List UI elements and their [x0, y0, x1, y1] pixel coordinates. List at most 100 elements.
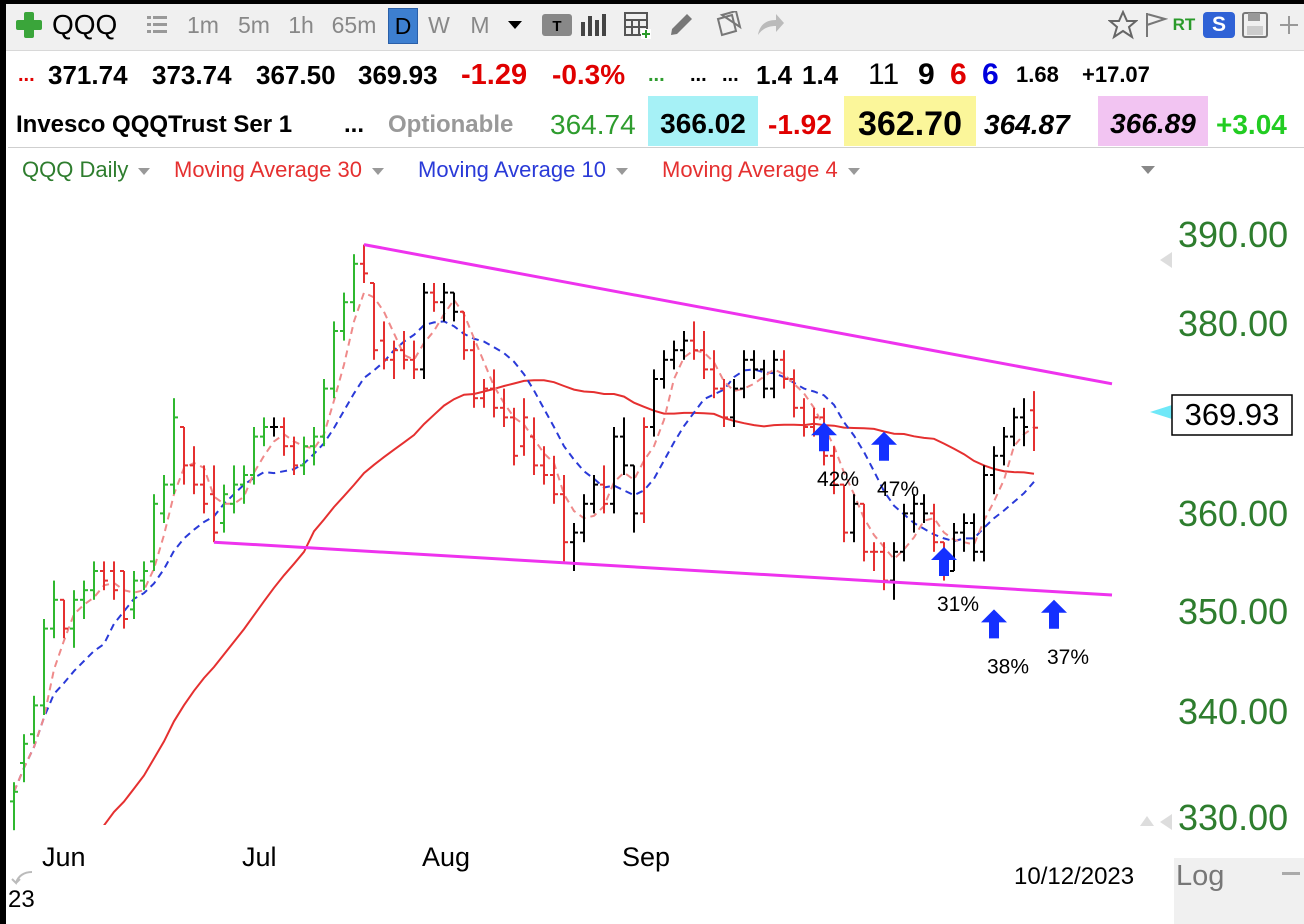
save-icon[interactable]	[1238, 8, 1272, 42]
upper-trendline	[363, 243, 1113, 386]
ohlc-bar	[750, 350, 758, 379]
y-tick-label: 390.00	[1178, 214, 1288, 255]
symbol-label[interactable]: QQQ	[52, 9, 118, 40]
chart-settings-dropdown-icon[interactable]	[1140, 163, 1156, 181]
legend-label: Moving Average 10	[418, 157, 606, 182]
scroll-handle-icon	[1160, 252, 1172, 268]
ohlc-bar	[450, 291, 458, 322]
legend-label: Moving Average 4	[662, 157, 838, 182]
chart-type-icon[interactable]: T	[540, 8, 574, 42]
timeframe-5m[interactable]: 5m	[238, 11, 270, 38]
s-badge-icon[interactable]: S	[1202, 8, 1236, 42]
y-tick-label: 330.00	[1178, 797, 1288, 838]
buy-arrow-icon	[931, 547, 957, 576]
ohlc-bar	[650, 369, 658, 437]
ohlc-bar	[350, 254, 358, 312]
ohlc-bar	[1010, 407, 1018, 447]
legend-dropdown-icon[interactable]	[615, 167, 628, 175]
rt-label[interactable]: RT	[1172, 15, 1196, 34]
ohlc-bar	[530, 417, 538, 475]
scale-mode-menu-icon[interactable]	[1282, 872, 1300, 875]
ohlc-bar	[930, 503, 938, 552]
quote-2-field: 364.74	[550, 109, 636, 140]
add-symbol-plus-icon[interactable]	[12, 8, 46, 42]
timeframe-1m[interactable]: 1m	[187, 11, 219, 38]
legend-item[interactable]: QQQ Daily	[22, 157, 151, 183]
pencil-icon[interactable]	[664, 8, 698, 42]
ma30-line	[103, 379, 1035, 825]
list-icon[interactable]	[142, 8, 172, 42]
quote-line-1: ... 371.74 373.74 367.50 369.93 -1.29 -0.3%...…	[0, 52, 1304, 96]
ohlc-bar	[90, 561, 98, 600]
copy-chart-icon[interactable]	[708, 8, 746, 42]
quote-2-field: 366.02	[648, 96, 758, 146]
ohlc-bar	[590, 475, 598, 514]
quote-1-field: ...	[648, 64, 665, 86]
ohlc-bar	[760, 359, 768, 399]
scroll-back-arrow-icon[interactable]	[10, 866, 36, 897]
quote-2-field: ...	[344, 111, 365, 138]
quote-1-field: 367.50	[256, 60, 336, 90]
ohlc-bar	[770, 350, 778, 399]
ohlc-bar	[550, 455, 558, 504]
bar-chart-icon[interactable]	[576, 8, 610, 42]
svg-text:T: T	[552, 18, 561, 35]
ohlc-bar	[670, 340, 678, 370]
quote-1-field: ...	[690, 64, 707, 86]
legend-dropdown-icon[interactable]	[138, 167, 151, 175]
ohlc-bar	[30, 695, 38, 744]
buy-arrow-icon	[981, 609, 1007, 639]
ohlc-bar	[240, 465, 248, 504]
legend-label: QQQ Daily	[22, 157, 129, 182]
ohlc-bar	[1000, 427, 1008, 466]
quote-2-field: Invesco QQQTrust Ser 1	[16, 111, 293, 138]
legend-dropdown-icon[interactable]	[371, 167, 384, 175]
legend-item[interactable]: Moving Average 4	[662, 157, 860, 183]
ohlc-bar	[510, 407, 518, 466]
flag-icon[interactable]	[1142, 8, 1170, 42]
ohlc-bar	[900, 503, 908, 562]
ohlc-bar	[690, 321, 698, 360]
legend-dropdown-icon[interactable]	[847, 167, 860, 175]
ohlc-bar	[170, 398, 178, 495]
quote-2-field: Optionable	[388, 111, 514, 138]
redo-arrow-icon[interactable]	[752, 8, 788, 42]
last-price-box	[1171, 394, 1293, 436]
ohlc-bar	[830, 446, 838, 495]
ohlc-bar	[220, 484, 228, 533]
legend-item[interactable]: Moving Average 30	[174, 157, 384, 183]
legend-item[interactable]: Moving Average 10	[418, 157, 628, 183]
ohlc-bar	[700, 331, 708, 379]
quote-1-field: 9	[918, 58, 935, 91]
ohlc-bar	[230, 465, 238, 514]
timeframe-65m[interactable]: 65m	[331, 11, 377, 38]
quote-1-field: +17.07	[1082, 62, 1150, 87]
quote-1-field: ...	[18, 64, 35, 86]
ohlc-bar	[920, 494, 928, 523]
timeframe-1h[interactable]: 1h	[288, 11, 314, 38]
quote-1-field: 1.68	[1016, 62, 1059, 87]
ma10-line	[13, 320, 1035, 793]
ohlc-bar	[250, 427, 258, 485]
ohlc-bar	[470, 340, 478, 408]
percent-annotation: 38%	[987, 655, 1029, 678]
timeframe-W[interactable]: W	[428, 11, 450, 38]
timeframe-D[interactable]: D	[388, 8, 418, 44]
timeframe-M[interactable]: M	[470, 11, 490, 38]
ohlc-bar	[280, 417, 288, 456]
ohlc-bar	[610, 427, 618, 514]
y-tick-label: 340.00	[1178, 691, 1288, 732]
ohlc-bar	[20, 734, 28, 783]
ohlc-bar	[110, 561, 118, 600]
scale-mode-label[interactable]: Log	[1176, 860, 1225, 892]
ohlc-bar	[560, 475, 568, 562]
ohlc-bar	[180, 426, 188, 485]
calculator-icon[interactable]	[620, 8, 654, 42]
timeframe-dropdown-icon[interactable]	[504, 8, 526, 42]
ohlc-bar	[410, 340, 418, 379]
ohlc-bar	[270, 417, 278, 437]
add-window-plus-icon[interactable]	[1276, 8, 1302, 42]
ohlc-bar	[400, 331, 408, 370]
star-icon[interactable]	[1106, 8, 1140, 42]
ohlc-bar	[980, 465, 988, 562]
